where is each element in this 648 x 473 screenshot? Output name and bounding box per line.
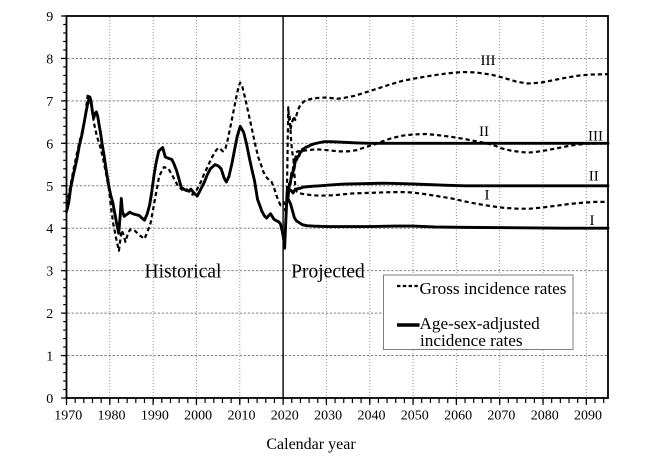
svg-text:2010: 2010 xyxy=(227,409,255,424)
svg-text:incidence rates: incidence rates xyxy=(420,331,523,350)
svg-text:2070: 2070 xyxy=(487,409,515,424)
svg-text:6: 6 xyxy=(46,137,53,152)
svg-text:7: 7 xyxy=(46,95,53,110)
svg-text:Calendar year: Calendar year xyxy=(266,436,356,453)
svg-text:2060: 2060 xyxy=(444,409,472,424)
svg-text:2080: 2080 xyxy=(531,409,559,424)
svg-text:9: 9 xyxy=(46,10,53,25)
svg-text:III: III xyxy=(588,129,603,145)
svg-text:Projected: Projected xyxy=(291,262,365,283)
svg-text:II: II xyxy=(589,169,599,185)
svg-text:II: II xyxy=(479,124,489,140)
svg-text:2040: 2040 xyxy=(357,409,385,424)
svg-text:2020: 2020 xyxy=(271,409,299,424)
svg-text:1: 1 xyxy=(46,350,53,365)
svg-text:0: 0 xyxy=(46,392,53,407)
svg-text:Historical: Historical xyxy=(145,262,222,283)
svg-text:2000: 2000 xyxy=(184,409,212,424)
svg-text:III: III xyxy=(481,53,496,69)
svg-text:2: 2 xyxy=(46,307,53,322)
svg-text:2090: 2090 xyxy=(574,409,602,424)
svg-text:Gross incidence rates: Gross incidence rates xyxy=(420,279,567,298)
svg-text:Age-sex-adjusted: Age-sex-adjusted xyxy=(420,314,541,333)
svg-text:8: 8 xyxy=(46,52,53,67)
svg-text:2050: 2050 xyxy=(401,409,429,424)
svg-text:1990: 1990 xyxy=(141,409,169,424)
svg-text:4: 4 xyxy=(46,222,53,237)
svg-text:2030: 2030 xyxy=(314,409,342,424)
svg-text:1970: 1970 xyxy=(54,409,82,424)
svg-text:3: 3 xyxy=(46,265,53,280)
svg-text:1980: 1980 xyxy=(98,409,126,424)
svg-text:I: I xyxy=(485,188,490,204)
svg-text:5: 5 xyxy=(46,180,53,195)
svg-text:I: I xyxy=(590,213,595,229)
